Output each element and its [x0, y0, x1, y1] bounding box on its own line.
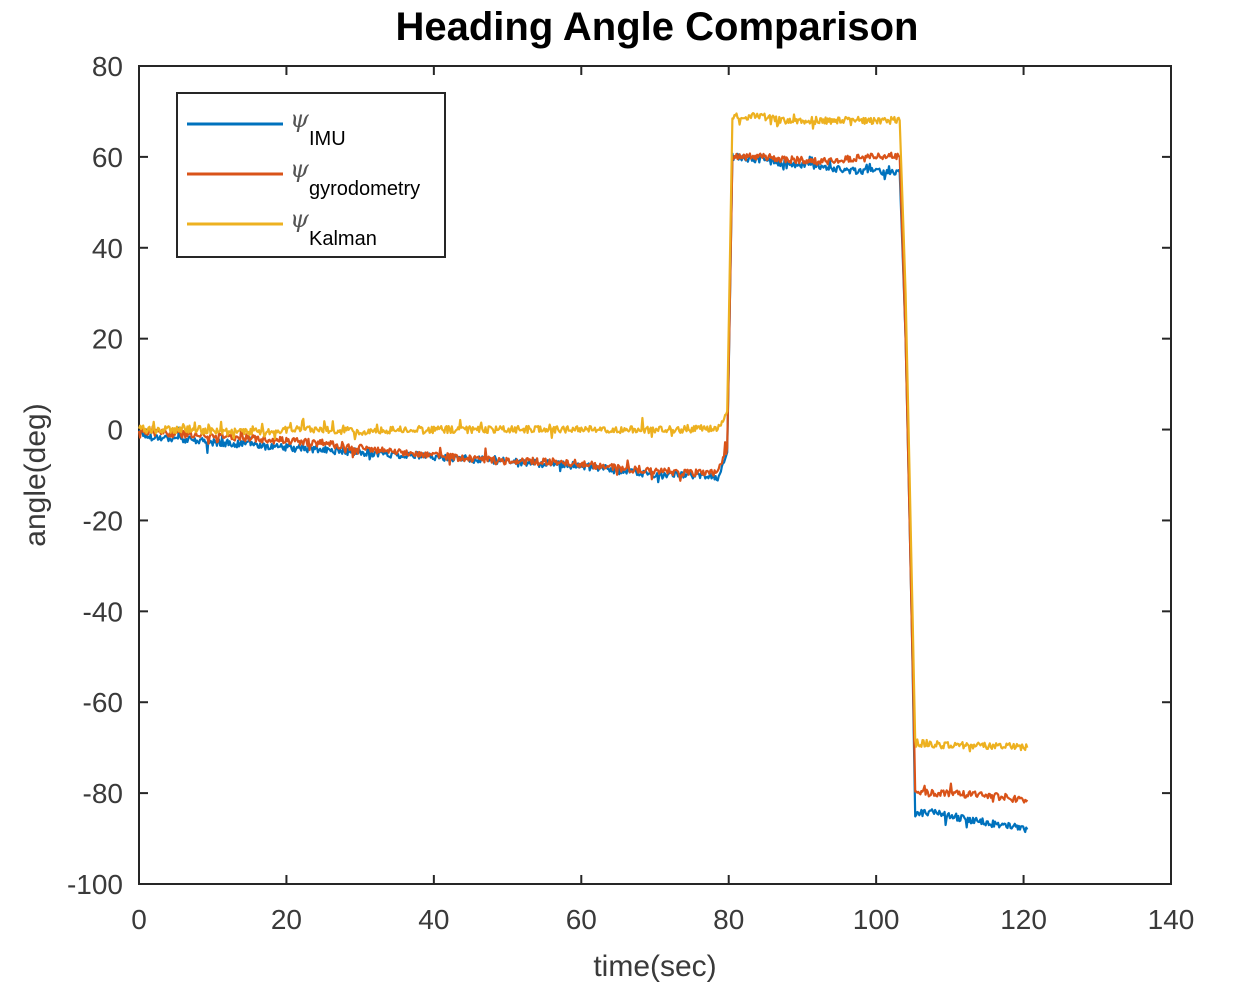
- legend-label: IMU: [309, 128, 346, 150]
- x-tick-label: 40: [418, 904, 449, 935]
- series-lines: [137, 111, 1029, 834]
- legend-symbol: ψ: [290, 105, 310, 133]
- y-axis-label: angle(deg): [19, 403, 52, 546]
- y-tick-label: 80: [92, 51, 123, 82]
- x-axis-label: time(sec): [593, 950, 716, 983]
- legend-label: gyrodometry: [309, 178, 420, 200]
- x-tick-label: 60: [566, 904, 597, 935]
- series-line-gyrodometry: [137, 151, 1029, 804]
- y-tick-label: -20: [83, 505, 123, 536]
- y-tick-label: -80: [83, 778, 123, 809]
- x-tick-label: 140: [1148, 904, 1195, 935]
- y-tick-label: 60: [92, 142, 123, 173]
- series-line-kalman: [137, 111, 1029, 753]
- legend-symbol: ψ: [290, 205, 310, 233]
- chart-title: Heading Angle Comparison: [395, 5, 918, 49]
- x-tick-label: 100: [853, 904, 900, 935]
- y-tick-label: -40: [83, 596, 123, 627]
- x-tick-label: 120: [1000, 904, 1047, 935]
- x-tick-label: 20: [271, 904, 302, 935]
- x-tick-label: 80: [713, 904, 744, 935]
- axis-ticks: 0 20 40 60 80 100 120 140 80 60 40 20 0 -20 -40 -60 -80 -…: [67, 51, 1194, 935]
- y-tick-label: -60: [83, 687, 123, 718]
- x-tick-label: 0: [131, 904, 147, 935]
- legend-symbol: ψ: [290, 155, 310, 183]
- y-tick-label: 0: [107, 415, 123, 446]
- y-tick-label: 20: [92, 324, 123, 355]
- y-tick-label: 40: [92, 233, 123, 264]
- y-tick-label: -100: [67, 869, 123, 900]
- legend-label: Kalman: [309, 228, 377, 250]
